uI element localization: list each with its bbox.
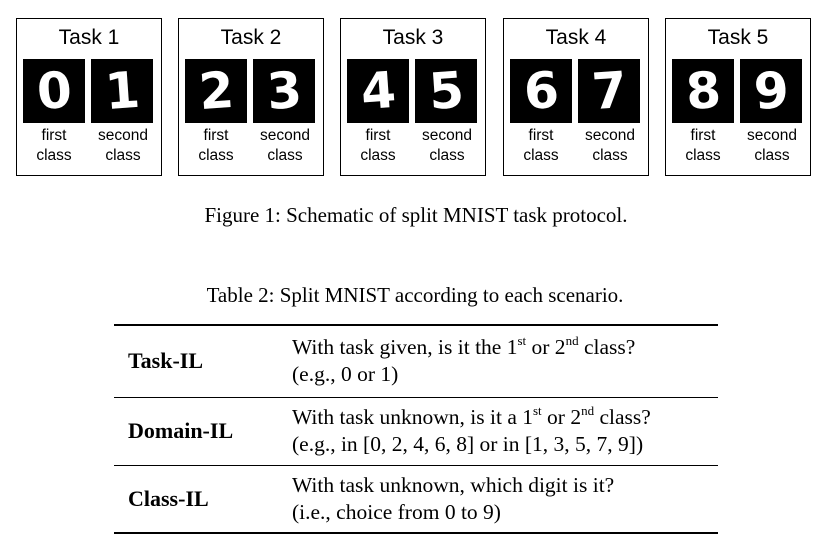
label-line: second (747, 127, 797, 144)
first-class-label: first class (667, 126, 739, 166)
task-box-1: Task 1 0 1 first class second class (16, 18, 162, 176)
description-example: (i.e., choice from 0 to 9) (292, 499, 501, 524)
digit: 6 (522, 60, 560, 122)
task-box-3: Task 3 4 5 first class second class (340, 18, 486, 176)
label-line: class (592, 147, 628, 164)
scenario-description: With task unknown, is it a 1st or 2nd cl… (278, 397, 718, 465)
digit-image-first: 8 (672, 59, 734, 123)
ordinal-superscript: nd (565, 333, 579, 349)
digit-image-second: 5 (415, 59, 477, 123)
label-line: first (690, 127, 716, 144)
label-line: class (198, 147, 234, 164)
scenario-name: Domain-IL (128, 418, 234, 443)
digit-image-second: 7 (578, 59, 640, 123)
ordinal-superscript: nd (581, 403, 595, 418)
task-box-5: Task 5 8 9 first class second class (665, 18, 811, 176)
second-class-label: second class (411, 126, 483, 166)
digit: 0 (35, 60, 73, 122)
text-segment: or 2 (526, 335, 566, 360)
description-example: (e.g., 0 or 1) (292, 362, 399, 387)
label-line: second (260, 127, 310, 144)
first-class-label: first class (18, 126, 90, 166)
label-line: second (585, 127, 635, 144)
digit: 1 (103, 60, 141, 122)
second-class-label: second class (87, 126, 159, 166)
label-line: second (422, 127, 472, 144)
table-row: Domain-IL With task unknown, is it a 1st… (114, 397, 718, 465)
scenario-description: With task given, is it the 1st or 2nd cl… (278, 325, 718, 397)
task-title: Task 2 (220, 26, 282, 49)
scenario-name: Task-IL (128, 348, 204, 374)
text-segment: With task unknown, which digit is it? (292, 472, 615, 497)
digit-image-second: 9 (740, 59, 802, 123)
text-segment: class? (594, 405, 651, 429)
task-title: Task 1 (58, 26, 120, 49)
text-segment: With task given, is it the 1 (292, 335, 518, 360)
digit-image-second: 1 (91, 59, 153, 123)
digit-image-first: 0 (23, 59, 85, 123)
task-title: Task 3 (382, 26, 444, 49)
digit: 3 (265, 60, 303, 122)
label-line: class (105, 147, 141, 164)
scenario-description: With task unknown, which digit is it? (i… (278, 465, 718, 533)
description-line: With task unknown, is it a 1st or 2nd cl… (292, 404, 718, 431)
digit-image-first: 4 (347, 59, 409, 123)
task-title: Task 5 (707, 26, 769, 49)
second-class-label: second class (736, 126, 808, 166)
scenario-table: Task-IL With task given, is it the 1st o… (114, 324, 718, 534)
label-line: class (523, 147, 559, 164)
second-class-label: second class (249, 126, 321, 166)
text-segment: class? (578, 335, 636, 360)
description-line: With task given, is it the 1st or 2nd cl… (292, 334, 718, 361)
description-line: With task unknown, which digit is it? (292, 472, 718, 499)
digit-image-second: 3 (253, 59, 315, 123)
table-row: Class-IL With task unknown, which digit … (114, 465, 718, 533)
digit: 4 (359, 60, 397, 122)
label-line: class (754, 147, 790, 164)
table-row: Task-IL With task given, is it the 1st o… (114, 325, 718, 397)
ordinal-superscript: st (517, 333, 527, 349)
second-class-label: second class (574, 126, 646, 166)
label-line: class (360, 147, 396, 164)
digit: 9 (752, 60, 790, 122)
task-box-4: Task 4 6 7 first class second class (503, 18, 649, 176)
digit: 2 (197, 60, 235, 122)
first-class-label: first class (342, 126, 414, 166)
label-line: first (528, 127, 554, 144)
label-line: first (203, 127, 229, 144)
digit-image-first: 6 (510, 59, 572, 123)
digit: 8 (684, 60, 722, 122)
description-example: (e.g., in [0, 2, 4, 6, 8] or in [1, 3, 5… (292, 432, 644, 456)
table-caption: Table 2: Split MNIST according to each s… (206, 283, 624, 307)
task-title: Task 4 (545, 26, 607, 49)
label-line: class (36, 147, 72, 164)
first-class-label: first class (505, 126, 577, 166)
label-line: class (267, 147, 303, 164)
label-line: first (41, 127, 67, 144)
text-segment: With task unknown, is it a 1 (292, 405, 533, 429)
label-line: first (365, 127, 391, 144)
figure-caption: Figure 1: Schematic of split MNIST task … (204, 203, 628, 227)
scenario-name: Class-IL (128, 485, 209, 511)
first-class-label: first class (180, 126, 252, 166)
split-mnist-figure: Task 1 0 1 first class second class Task 2… (16, 18, 812, 178)
label-line: class (429, 147, 465, 164)
label-line: class (685, 147, 721, 164)
task-box-2: Task 2 2 3 first class second class (178, 18, 324, 176)
ordinal-superscript: st (533, 403, 542, 418)
digit: 5 (427, 60, 465, 122)
text-segment: or 2 (541, 405, 582, 429)
digit-image-first: 2 (185, 59, 247, 123)
digit: 7 (590, 60, 628, 122)
label-line: second (98, 127, 148, 144)
